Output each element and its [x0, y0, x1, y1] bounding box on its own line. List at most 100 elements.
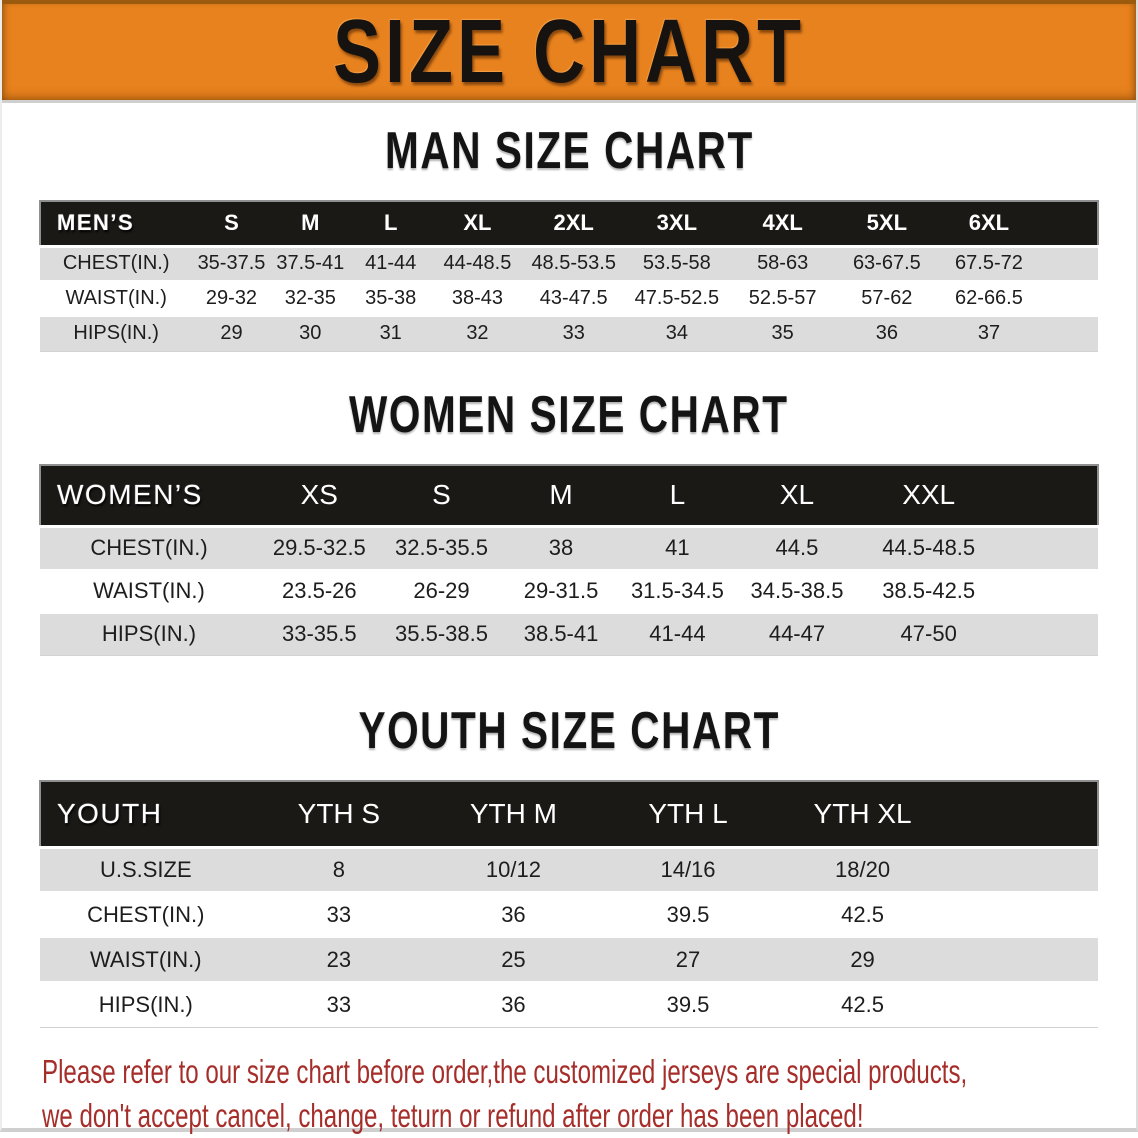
spacer-cell: [999, 527, 1099, 570]
size-column-header: YTH M: [426, 780, 601, 847]
size-value-cell: 35-37.5: [197, 252, 266, 275]
size-value-cell: 29: [850, 946, 875, 972]
size-value-cell: 58-63: [757, 252, 809, 275]
size-value-cell: 36: [501, 991, 526, 1017]
spacer-cell: [1039, 200, 1100, 246]
row-label: WAIST(IN.): [93, 578, 205, 603]
row-label: CHEST(IN.): [87, 901, 205, 927]
row-label: WAIST(IN.): [65, 287, 167, 309]
size-column-header: 3XL: [623, 200, 730, 246]
row-label: CHEST(IN.): [62, 252, 170, 275]
size-value-cell: 33-35.5: [282, 621, 357, 647]
size-value-cell: 41-44: [365, 252, 417, 275]
footer-note-line2: we don't accept cancel, change, teturn o…: [42, 1096, 864, 1134]
size-value-cell: 30: [299, 322, 322, 345]
size-value-cell: 44-47: [768, 621, 826, 647]
size-column-header: 6XL: [938, 200, 1040, 246]
size-value-cell: 10/12: [485, 856, 541, 882]
size-value-cell: 42.5: [841, 991, 884, 1017]
table-row: WAIST(IN.) 29-32 32-35 35-38 38-43 43-47.5 47.…: [40, 281, 1098, 316]
size-value-cell: 32-35: [284, 287, 336, 309]
size-value-cell: 23.5-26: [282, 578, 357, 603]
spacer-cell: [950, 892, 1098, 937]
size-value-cell: 35-38: [365, 287, 417, 309]
size-value-cell: 47-50: [900, 621, 957, 647]
size-column-header: S: [192, 200, 271, 246]
banner-title: SIZE CHART: [333, 2, 805, 102]
row-label: HIPS(IN.): [101, 621, 197, 647]
table-row: CHEST(IN.) 35-37.5 37.5-41 41-44 44-48.5 48.5…: [40, 246, 1098, 281]
size-value-cell: 42.5: [841, 901, 884, 927]
table-row: HIPS(IN.) 33-35.5 35.5-38.5 38.5-41 41-44 44-…: [40, 612, 1099, 656]
spacer-cell: [950, 937, 1098, 982]
spacer-cell: [999, 613, 1099, 656]
size-value-cell: 34.5-38.5: [750, 578, 844, 603]
size-value-cell: 36: [875, 322, 898, 345]
size-column-header: M: [502, 463, 620, 527]
table-row: U.S.SIZE 8 10/12 14/16 18/20: [40, 847, 1098, 892]
size-value-cell: 57-62: [861, 287, 913, 309]
size-value-cell: 48.5-53.5: [531, 252, 616, 275]
row-label: WAIST(IN.): [89, 946, 202, 972]
table-header-label: MEN’S: [38, 200, 193, 246]
size-column-header: L: [349, 200, 432, 246]
table-header-label: WOMEN’S: [39, 463, 258, 527]
size-value-cell: 31: [379, 322, 402, 345]
section-men: MAN SIZE CHART MEN’S S M L XL 2XL 3XL 4XL 5XL 6XL…: [2, 122, 1136, 352]
size-value-cell: 38.5-41: [523, 621, 599, 647]
size-value-cell: 38-43: [451, 287, 504, 309]
table-row: WAIST(IN.) 23 25 27 29: [40, 937, 1098, 982]
size-column-header: L: [619, 463, 736, 527]
size-value-cell: 53.5-58: [642, 252, 711, 275]
table-header-row: MEN’S S M L XL 2XL 3XL 4XL 5XL 6XL: [38, 200, 1100, 246]
size-column-header: 4XL: [729, 200, 836, 246]
size-column-header: S: [380, 463, 503, 527]
size-value-cell: 41: [665, 535, 690, 561]
size-column-header: XL: [735, 463, 859, 527]
size-value-cell: 25: [501, 946, 526, 972]
spacer-cell: [1040, 281, 1098, 316]
size-value-cell: 29-31.5: [523, 578, 599, 603]
size-value-cell: 52.5-57: [748, 287, 817, 309]
size-value-cell: 23: [326, 946, 352, 972]
section-youth: YOUTH SIZE CHART YOUTH YTH S YTH M YTH L YTH…: [2, 705, 1136, 1028]
youth-size-table: YOUTH YTH S YTH M YTH L YTH XL U.S.SIZE 8 10/12…: [39, 780, 1100, 1028]
women-size-table: WOMEN’S XS S M L XL XXL CHEST(IN.) 29.5-32.5 32.5…: [39, 463, 1099, 657]
table-row: HIPS(IN.) 33 36 39.5 42.5: [40, 982, 1098, 1027]
size-value-cell: 33: [326, 901, 352, 927]
size-value-cell: 32: [466, 322, 489, 345]
row-label: U.S.SIZE: [99, 856, 192, 882]
size-value-cell: 37.5-41: [276, 252, 345, 275]
size-value-cell: 39.5: [666, 991, 710, 1017]
table-header-row: YOUTH YTH S YTH M YTH L YTH XL: [39, 780, 1100, 847]
size-value-cell: 63-67.5: [852, 252, 921, 275]
spacer-cell: [998, 463, 1099, 527]
spacer-cell: [950, 847, 1098, 892]
size-value-cell: 26-29: [413, 578, 470, 603]
size-value-cell: 29-32: [205, 287, 258, 309]
size-value-cell: 44.5: [775, 535, 819, 561]
size-value-cell: 39.5: [666, 901, 710, 927]
size-column-header: XXL: [858, 463, 999, 527]
size-column-header: XS: [257, 463, 381, 527]
size-column-header: XL: [431, 200, 524, 246]
size-value-cell: 43-47.5: [539, 287, 608, 309]
size-value-cell: 8: [332, 856, 345, 882]
size-value-cell: 29.5-32.5: [272, 535, 366, 561]
men-section-heading: MAN SIZE CHART: [384, 122, 754, 180]
size-column-header: 2XL: [523, 200, 624, 246]
table-header-label: YOUTH: [39, 780, 252, 847]
size-value-cell: 37: [977, 322, 1001, 345]
size-value-cell: 38: [548, 535, 574, 561]
size-value-cell: 18/20: [835, 856, 891, 882]
spacer-cell: [949, 780, 1100, 847]
banner: SIZE CHART: [2, 0, 1136, 100]
size-column-header: YTH S: [251, 780, 427, 847]
size-column-header: YTH XL: [775, 780, 950, 847]
spacer-cell: [1040, 316, 1098, 351]
size-column-header: M: [270, 200, 350, 246]
size-value-cell: 29: [220, 322, 243, 345]
size-value-cell: 27: [675, 946, 701, 972]
size-value-cell: 38.5-42.5: [882, 578, 976, 603]
size-value-cell: 33: [326, 991, 352, 1017]
